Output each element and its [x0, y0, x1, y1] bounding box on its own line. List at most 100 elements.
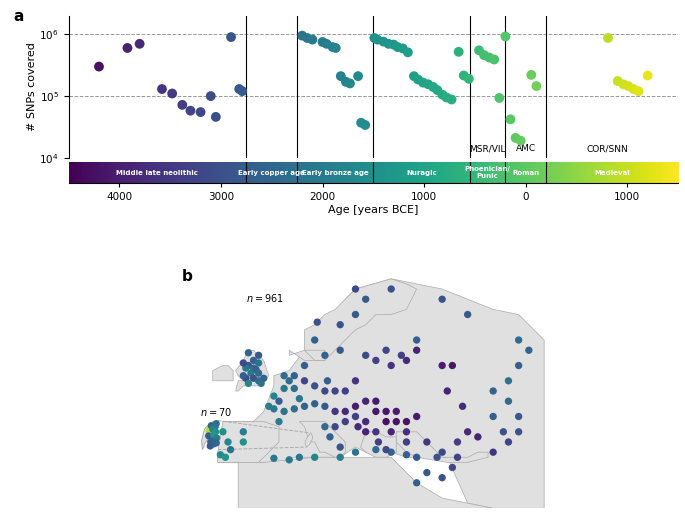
Point: [390, 407, 401, 416]
Point: [340, 407, 351, 416]
Point: [402, 48, 413, 57]
Point: [319, 387, 330, 395]
Point: [206, 428, 216, 436]
Point: [350, 402, 361, 410]
Point: [279, 407, 290, 416]
Point: [253, 377, 264, 385]
Point: [369, 34, 379, 42]
Text: Early bronze age: Early bronze age: [302, 170, 369, 176]
Point: [263, 402, 274, 410]
Point: [421, 468, 432, 477]
Point: [383, 40, 394, 48]
Point: [309, 400, 320, 408]
Point: [203, 427, 214, 435]
Polygon shape: [238, 457, 493, 508]
Point: [284, 456, 295, 464]
Point: [503, 397, 514, 406]
Point: [208, 440, 219, 448]
Point: [329, 407, 340, 416]
Point: [220, 453, 231, 462]
Point: [488, 448, 499, 456]
Text: MSR/VIL: MSR/VIL: [469, 144, 506, 154]
Point: [302, 34, 313, 42]
Point: [210, 434, 221, 442]
Point: [335, 321, 346, 329]
Point: [401, 438, 412, 446]
Point: [211, 434, 222, 442]
Point: [612, 77, 623, 85]
Point: [350, 285, 361, 293]
Point: [319, 402, 330, 410]
Point: [411, 336, 422, 344]
Point: [436, 362, 447, 370]
Point: [273, 397, 284, 406]
Point: [479, 51, 490, 59]
Point: [442, 387, 453, 395]
Point: [238, 372, 249, 380]
Polygon shape: [218, 422, 279, 462]
Point: [388, 40, 399, 49]
Point: [428, 83, 439, 91]
Point: [211, 439, 222, 447]
Point: [205, 424, 216, 433]
Point: [134, 40, 145, 48]
Point: [503, 438, 514, 446]
Point: [386, 362, 397, 370]
Point: [205, 442, 216, 450]
Polygon shape: [213, 366, 233, 381]
Point: [122, 44, 133, 52]
Point: [238, 428, 249, 436]
Point: [251, 365, 262, 374]
Point: [412, 75, 423, 84]
Point: [253, 359, 264, 367]
Point: [371, 445, 382, 454]
Point: [418, 79, 429, 87]
Point: [408, 72, 419, 80]
Point: [269, 454, 279, 463]
Point: [390, 418, 401, 426]
Point: [526, 71, 537, 79]
Point: [393, 43, 403, 51]
Point: [294, 453, 305, 462]
Polygon shape: [289, 279, 416, 361]
Point: [248, 364, 259, 372]
Point: [353, 72, 364, 80]
Point: [372, 36, 383, 44]
Point: [289, 384, 300, 392]
Point: [238, 359, 249, 367]
Point: [462, 310, 473, 319]
Point: [166, 89, 177, 97]
Point: [340, 387, 351, 395]
Point: [500, 32, 511, 41]
Point: [299, 362, 310, 370]
Point: [208, 431, 219, 439]
Point: [330, 44, 341, 52]
Point: [289, 372, 300, 380]
Point: [447, 463, 458, 472]
Point: [204, 430, 215, 438]
Text: Nuragic: Nuragic: [406, 170, 437, 176]
Point: [381, 346, 392, 354]
Point: [513, 412, 524, 421]
Point: [248, 374, 259, 383]
Polygon shape: [305, 350, 325, 361]
Point: [243, 379, 254, 388]
Point: [401, 418, 412, 426]
Point: [603, 34, 614, 42]
Text: Phoenician/
Punic: Phoenician/ Punic: [464, 166, 510, 179]
Point: [208, 436, 219, 445]
Point: [371, 397, 382, 406]
Point: [401, 428, 412, 436]
Point: [473, 433, 484, 441]
Point: [253, 351, 264, 359]
Point: [436, 474, 447, 482]
Point: [284, 377, 295, 385]
Point: [309, 453, 320, 462]
Point: [185, 106, 196, 115]
Point: [356, 118, 366, 127]
Point: [322, 377, 333, 385]
Point: [371, 356, 382, 365]
Text: COR/SNN: COR/SNN: [586, 144, 628, 154]
Point: [446, 95, 457, 104]
Point: [269, 405, 279, 413]
